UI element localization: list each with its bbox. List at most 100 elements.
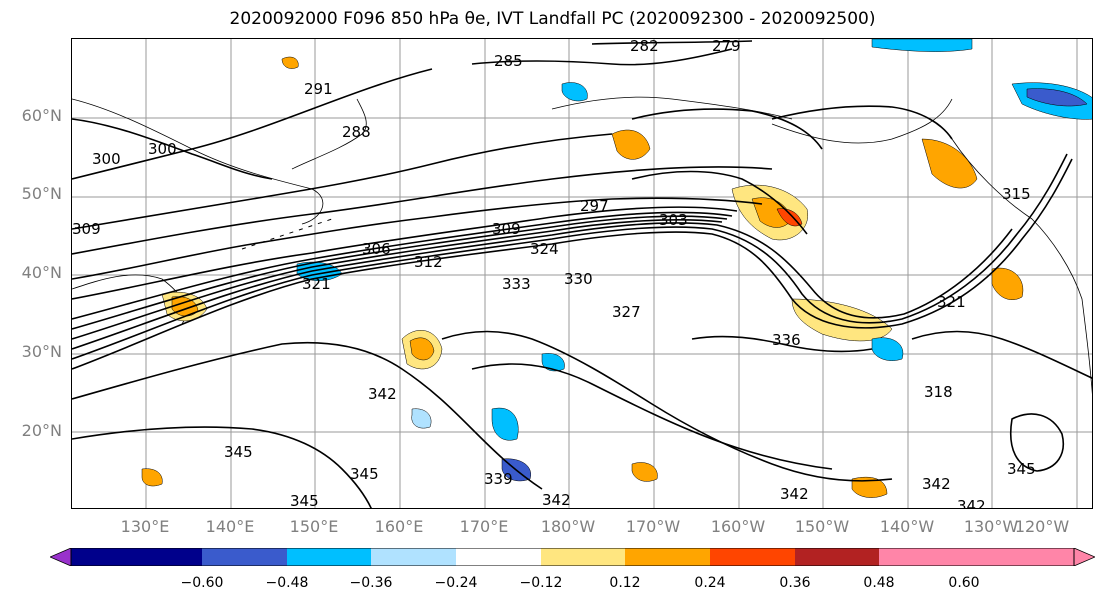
colorbar-segment <box>71 548 202 566</box>
colorbar-segment <box>371 548 456 566</box>
contour-label: 345 <box>350 465 379 483</box>
contour-label: 279 <box>712 39 741 55</box>
colorbar-segment <box>541 548 625 566</box>
colorbar-tick-label: 0.60 <box>948 575 980 591</box>
coast-na <box>951 138 1092 395</box>
contour-label: 333 <box>502 275 531 293</box>
colorbar-tick-label: −0.36 <box>349 575 393 591</box>
colorbar-outline <box>70 548 1075 566</box>
lon-label: 150°E <box>289 517 339 536</box>
colorbar-tick-label: 0.48 <box>863 575 895 591</box>
colorbar-extend-min <box>50 548 72 566</box>
contour-label: 324 <box>530 240 559 258</box>
neg-blob-top <box>871 39 973 52</box>
map-canvas: 282 279 285 291 288 300 306 309 297 303 … <box>72 39 1092 509</box>
neg-blob-mid <box>541 353 565 372</box>
pos-blob-nw <box>281 56 299 69</box>
contour-label: 297 <box>580 197 609 215</box>
colorbar-segment <box>964 548 1074 566</box>
contour-label: 342 <box>368 385 397 403</box>
contour-label: 300 <box>92 150 121 168</box>
contour-label: 309 <box>492 220 521 238</box>
contour-label: 282 <box>630 39 659 55</box>
contour-label: 342 <box>922 475 951 493</box>
coast-bering <box>551 96 793 120</box>
lon-label: 180°W <box>540 517 596 536</box>
coast-kamchatka <box>291 98 367 170</box>
pos-blob-coast <box>921 138 978 189</box>
colorbar-tick-label: −0.60 <box>180 575 224 591</box>
contour-label: 339 <box>484 470 513 488</box>
contour-label: 321 <box>937 293 966 311</box>
lon-label: 130°W <box>963 517 1019 536</box>
contour-label: 285 <box>494 52 523 70</box>
pos-blob-east <box>991 267 1024 300</box>
lat-label-60n: 60°N <box>21 106 62 125</box>
colorbar-segment <box>879 548 964 566</box>
neg-blob-north <box>561 82 588 102</box>
lon-label: 160°W <box>710 517 766 536</box>
colorbar-segment <box>795 548 879 566</box>
contour-label: 342 <box>542 491 571 509</box>
lon-label: 140°E <box>205 517 255 536</box>
colorbar-tick-label: 0.24 <box>694 575 726 591</box>
lon-label: 170°W <box>625 517 681 536</box>
contour-label: 342 <box>780 485 809 503</box>
lat-label-30n: 30°N <box>21 342 62 361</box>
map-title: 2020092000 F096 850 hPa θe, IVT Landfall… <box>229 9 876 29</box>
contour-label: 315 <box>1002 185 1031 203</box>
map-panel: 282 279 285 291 288 300 306 309 297 303 … <box>71 38 1093 509</box>
contour-label: 300 <box>148 140 177 158</box>
pos-blob-south2 <box>631 462 658 482</box>
colorbar-segment <box>710 548 795 566</box>
contour-label: 327 <box>612 303 641 321</box>
lon-label: 120°W <box>1014 517 1070 536</box>
lon-label: 160°E <box>374 517 424 536</box>
contour-label: 306 <box>362 240 391 258</box>
colorbar-segment <box>202 548 287 566</box>
contour-label: 288 <box>342 123 371 141</box>
colorbar <box>50 548 1095 566</box>
coastlines <box>72 96 1092 395</box>
contour-label: 336 <box>772 331 801 349</box>
contour-label: 345 <box>224 443 253 461</box>
colorbar-tick-label: −0.48 <box>265 575 309 591</box>
contour-label: 345 <box>290 492 319 509</box>
contour-label: 291 <box>304 80 333 98</box>
pos-blob-gulf-peak <box>776 208 803 227</box>
lat-label-20n: 20°N <box>21 421 62 440</box>
lon-label: 130°E <box>120 517 170 536</box>
lat-label-40n: 40°N <box>21 263 62 282</box>
pos-blob-subtropical-core <box>409 337 435 361</box>
lon-label: 150°W <box>794 517 850 536</box>
lon-label: 170°E <box>459 517 509 536</box>
contour-label: 321 <box>302 275 331 293</box>
contour-label: 345 <box>1007 460 1036 478</box>
contour-label: 342 <box>957 497 986 509</box>
colorbar-tick-label: 0.12 <box>609 575 641 591</box>
dashed-contour <box>241 218 333 250</box>
pos-blob-north <box>611 129 651 160</box>
neg-blob-ne-core <box>1026 88 1088 107</box>
colorbar-segment <box>456 548 541 566</box>
pos-blob-south <box>851 476 888 498</box>
colorbar-tick-label: −0.24 <box>434 575 478 591</box>
pos-blob-sw <box>141 468 163 487</box>
graticule <box>72 39 1092 508</box>
colorbar-segment <box>287 548 371 566</box>
contour-label: 330 <box>564 270 593 288</box>
neg-blob-south <box>491 407 519 441</box>
colorbar-tick-label: 0.36 <box>779 575 811 591</box>
lat-label-50n: 50°N <box>21 184 62 203</box>
neg-blob-sw <box>411 408 432 429</box>
theta-e-contours <box>72 40 1092 508</box>
contour-label: 309 <box>72 220 101 238</box>
contour-label: 312 <box>414 253 443 271</box>
contour-labels: 282 279 285 291 288 300 306 309 297 303 … <box>72 39 1036 509</box>
lon-label: 140°W <box>879 517 935 536</box>
contour-label: 318 <box>924 383 953 401</box>
coast-siberia <box>72 98 324 225</box>
colorbar-segment <box>625 548 710 566</box>
neg-blob-east <box>871 337 904 361</box>
colorbar-tick-label: −0.12 <box>519 575 563 591</box>
